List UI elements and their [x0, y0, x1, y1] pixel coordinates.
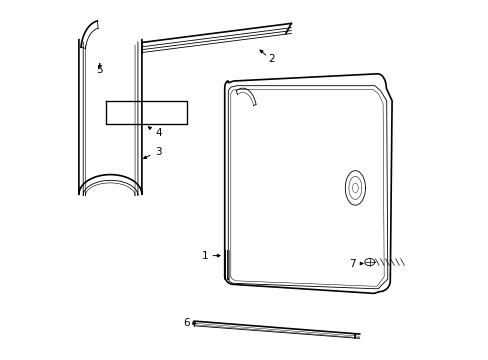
Text: 2: 2 — [267, 54, 274, 64]
Text: 1: 1 — [201, 251, 208, 261]
Text: 3: 3 — [155, 147, 162, 157]
Text: 4: 4 — [155, 128, 162, 138]
Text: 7: 7 — [348, 258, 355, 269]
Text: 5: 5 — [96, 65, 103, 75]
Text: 6: 6 — [183, 318, 190, 328]
